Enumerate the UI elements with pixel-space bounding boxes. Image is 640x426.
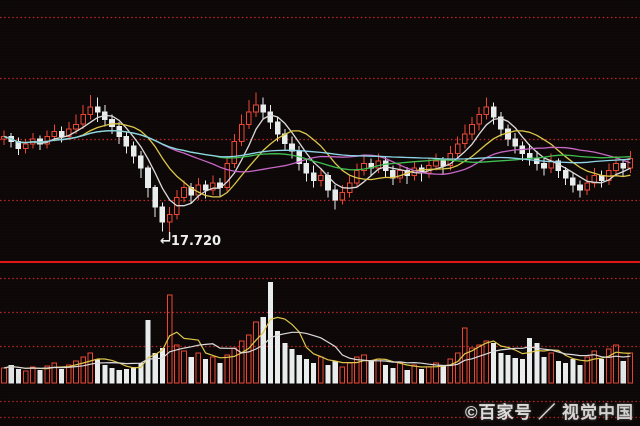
candles — [1, 92, 634, 234]
price-ma-lines — [3, 114, 631, 207]
low-price-label: ←17.720 — [160, 234, 221, 249]
watermark: ©百家号 ／ 视觉中国 — [465, 398, 634, 423]
volume-ma-lines — [3, 316, 631, 370]
low-price-annotation: ←17.720 — [160, 232, 221, 249]
price-gridlines — [0, 16, 640, 202]
watermark-text: ©百家号 ／ 视觉中国 — [465, 403, 634, 422]
volume-gridlines — [0, 277, 640, 419]
volume-bars — [1, 281, 634, 384]
main-chart-panel[interactable] — [0, 0, 640, 262]
